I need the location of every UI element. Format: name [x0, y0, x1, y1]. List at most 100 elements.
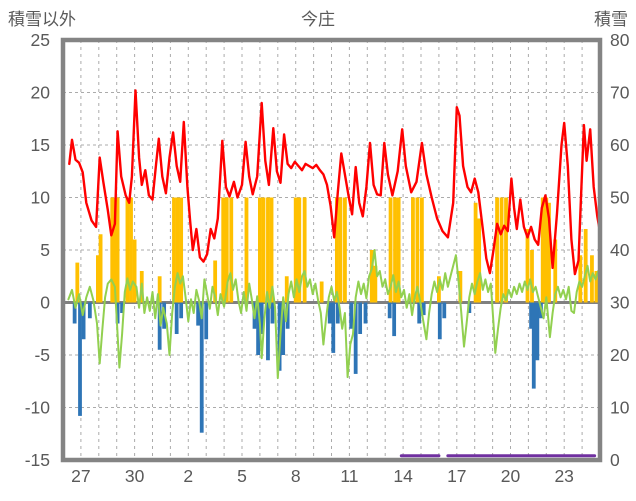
- precipitation-orange-bars: [544, 197, 549, 303]
- negative-blue-bars: [256, 302, 261, 355]
- negative-blue-bars: [120, 302, 124, 313]
- left-axis-tick-label: 5: [40, 240, 50, 260]
- precipitation-orange-bars: [396, 197, 401, 303]
- negative-blue-bars: [392, 302, 397, 337]
- precipitation-orange-bars: [473, 202, 478, 303]
- precipitation-orange-bars: [525, 229, 530, 303]
- negative-blue-bars: [535, 302, 540, 361]
- precipitation-orange-bars: [297, 197, 302, 303]
- precipitation-orange-bars: [229, 197, 234, 303]
- precipitation-orange-bars: [115, 197, 120, 303]
- right-axis-title: 積雪: [594, 10, 628, 29]
- negative-blue-bars: [363, 302, 368, 324]
- precipitation-orange-bars: [284, 276, 289, 303]
- precipitation-orange-bars: [477, 218, 482, 303]
- x-axis-tick-label: 5: [237, 466, 247, 486]
- precipitation-orange-bars: [388, 197, 393, 303]
- x-axis-tick-label: 30: [125, 466, 145, 486]
- right-axis-tick-label: 50: [610, 188, 630, 208]
- left-axis-tick-label: 0: [40, 293, 50, 313]
- right-axis-tick-label: 70: [610, 83, 630, 103]
- x-axis-tick-label: 20: [501, 466, 521, 486]
- precipitation-orange-bars: [530, 250, 534, 303]
- precipitation-orange-bars: [302, 197, 307, 303]
- left-axis-title: 積雪以外: [8, 10, 76, 29]
- left-axis-tick-label: -5: [34, 345, 50, 365]
- negative-blue-bars: [421, 302, 426, 316]
- precipitation-orange-bars: [343, 197, 347, 303]
- precipitation-orange-bars: [338, 197, 343, 303]
- precipitation-orange-bars: [319, 281, 324, 303]
- precipitation-orange-bars: [258, 197, 262, 303]
- negative-blue-bars: [179, 302, 184, 319]
- right-axis-tick-label: 40: [610, 240, 630, 260]
- precipitation-orange-bars: [175, 197, 180, 303]
- precipitation-orange-bars: [547, 202, 551, 303]
- right-axis-tick-label: 20: [610, 345, 630, 365]
- precipitation-orange-bars: [244, 197, 249, 303]
- negative-blue-bars: [353, 302, 358, 374]
- negative-blue-bars: [87, 302, 92, 319]
- precipitation-orange-bars: [504, 197, 508, 303]
- negative-blue-bars: [327, 302, 332, 324]
- left-axis-tick-label: -15: [25, 450, 50, 470]
- x-axis-tick-label: 2: [183, 466, 193, 486]
- precipitation-orange-bars: [415, 197, 420, 303]
- negative-blue-bars: [442, 302, 447, 319]
- precipitation-orange-bars: [369, 250, 374, 303]
- right-axis-tick-label: 0: [610, 450, 620, 470]
- negative-blue-bars: [266, 302, 270, 361]
- negative-blue-bars: [358, 302, 363, 334]
- precipitation-orange-bars: [540, 197, 545, 303]
- negative-blue-bars: [72, 302, 77, 324]
- negative-blue-bars: [81, 302, 86, 340]
- precipitation-orange-bars: [75, 262, 80, 303]
- precipitation-orange-bars: [113, 197, 117, 303]
- precipitation-orange-bars: [553, 239, 558, 303]
- x-axis-tick-label: 14: [393, 466, 413, 486]
- negative-blue-bars: [281, 302, 286, 355]
- x-axis-tick-label: 17: [447, 466, 466, 486]
- negative-blue-bars: [157, 302, 162, 350]
- precipitation-orange-bars: [157, 276, 162, 303]
- precipitation-orange-bars: [495, 197, 499, 303]
- precipitation-orange-bars: [419, 197, 424, 303]
- temperature-red-line: [68, 89, 601, 276]
- negative-blue-bars: [199, 302, 204, 433]
- precipitation-orange-bars: [458, 271, 463, 303]
- negative-blue-bars: [417, 302, 422, 324]
- x-axis-tick-label: 8: [291, 466, 301, 486]
- x-axis-tick-label: 27: [71, 466, 90, 486]
- precipitation-orange-bars: [437, 276, 441, 303]
- negative-blue-bars: [270, 302, 275, 324]
- negative-blue-bars: [349, 302, 354, 329]
- plot-frame: [60, 37, 603, 463]
- left-axis-tick-label: 15: [31, 135, 50, 155]
- precipitation-orange-bars: [578, 255, 583, 303]
- precipitation-orange-bars: [373, 265, 378, 303]
- right-axis-tick-label: 60: [610, 135, 630, 155]
- precipitation-orange-bars: [499, 197, 504, 303]
- negative-blue-bars: [259, 302, 264, 334]
- negative-blue-bars: [467, 302, 472, 313]
- precipitation-orange-bars: [334, 197, 339, 303]
- precipitation-orange-bars: [583, 229, 588, 303]
- right-axis-tick-label: 30: [610, 293, 630, 313]
- precipitation-orange-bars: [594, 271, 599, 303]
- left-axis-tick-label: -10: [25, 398, 51, 418]
- negative-blue-bars: [335, 302, 340, 324]
- precipitation-orange-bars: [266, 197, 270, 303]
- negative-blue-bars: [437, 302, 442, 340]
- precipitation-orange-bars: [269, 197, 274, 303]
- negative-blue-bars: [331, 302, 336, 353]
- precipitation-orange-bars: [125, 197, 130, 303]
- x-axis-tick-label: 23: [554, 466, 573, 486]
- precipitation-orange-bars: [221, 197, 226, 303]
- chart-title: 今庄: [301, 10, 335, 29]
- negative-blue-bars: [285, 302, 290, 329]
- precipitation-orange-bars: [132, 239, 137, 303]
- precipitation-orange-bars: [224, 197, 229, 303]
- precipitation-orange-bars: [96, 255, 100, 303]
